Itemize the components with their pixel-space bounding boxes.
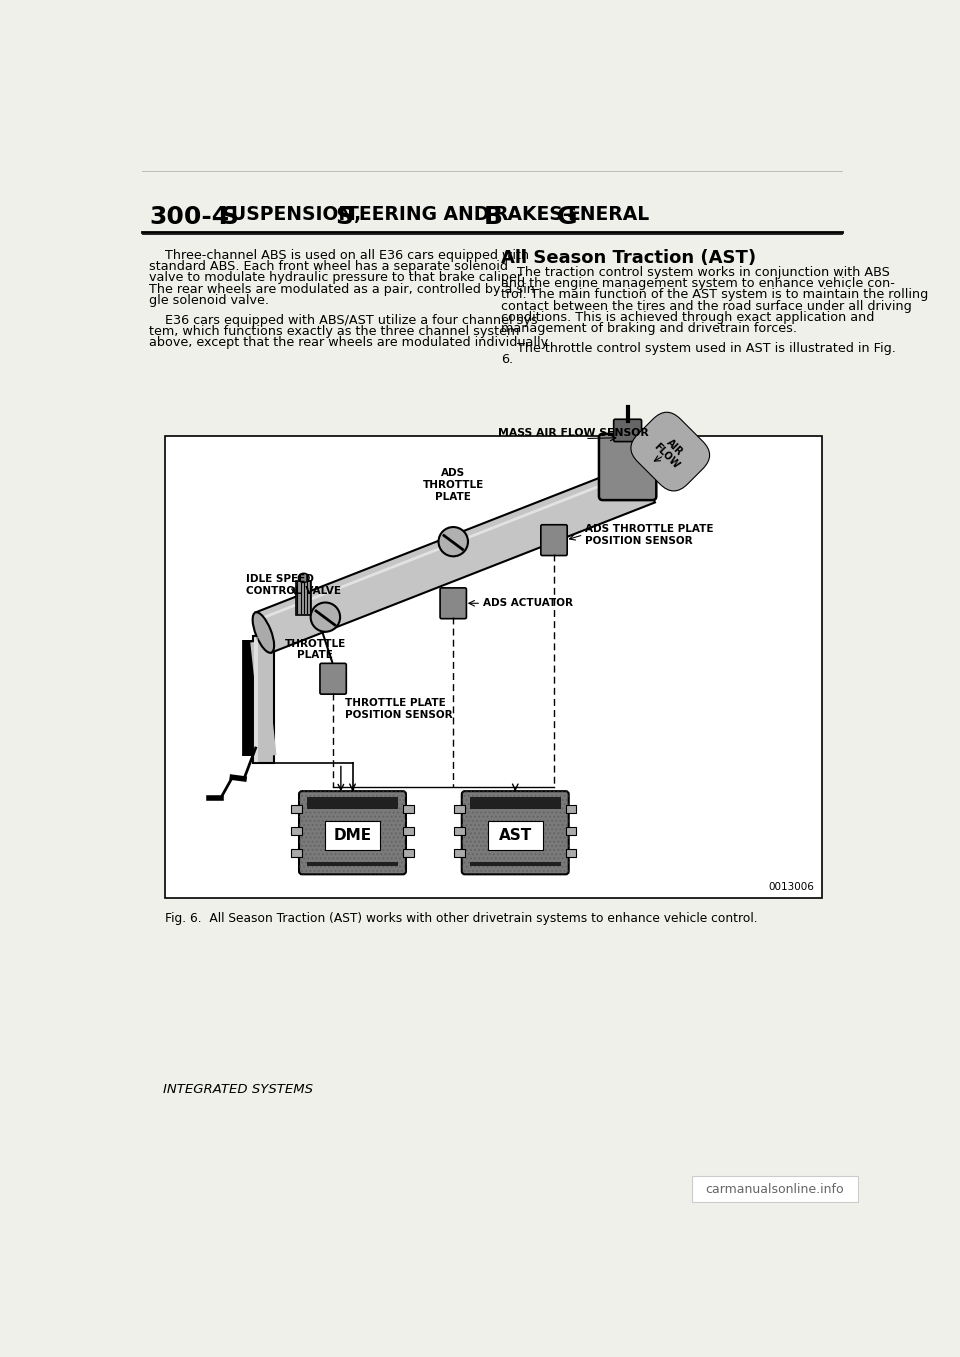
Text: valve to modulate hydraulic pressure to that brake caliper.: valve to modulate hydraulic pressure to …: [150, 271, 525, 285]
Bar: [469, 862, 561, 866]
Text: INTEGRATED SYSTEMS: INTEGRATED SYSTEMS: [162, 1083, 313, 1096]
Bar: [565, 849, 576, 858]
Bar: [454, 805, 465, 813]
Bar: [324, 821, 380, 851]
Bar: [469, 798, 561, 809]
Text: E36 cars equipped with ABS/AST utilize a four channel sys-: E36 cars equipped with ABS/AST utilize a…: [150, 313, 542, 327]
Text: The throttle control system used in AST is illustrated in Fig.: The throttle control system used in AST …: [501, 342, 897, 356]
Text: G: G: [557, 205, 578, 229]
Bar: [307, 798, 398, 809]
Text: and the engine management system to enhance vehicle con-: and the engine management system to enha…: [501, 277, 895, 290]
Text: 6.: 6.: [501, 353, 514, 366]
Bar: [488, 821, 543, 851]
Text: 0013006: 0013006: [769, 882, 814, 892]
Bar: [565, 805, 576, 813]
Text: RAKES–: RAKES–: [493, 205, 573, 224]
Text: ADS ACTUATOR: ADS ACTUATOR: [483, 598, 573, 608]
Bar: [403, 828, 414, 835]
Bar: [565, 828, 576, 835]
Bar: [252, 636, 275, 764]
Bar: [307, 862, 398, 866]
Text: TEERING AND: TEERING AND: [346, 205, 495, 224]
Text: S: S: [335, 205, 353, 229]
Text: management of braking and drivetrain forces.: management of braking and drivetrain for…: [501, 322, 798, 335]
Bar: [454, 828, 465, 835]
FancyBboxPatch shape: [299, 791, 406, 874]
Text: S: S: [221, 205, 239, 229]
Text: DME: DME: [333, 828, 372, 843]
FancyBboxPatch shape: [440, 588, 467, 619]
FancyBboxPatch shape: [462, 791, 568, 874]
FancyBboxPatch shape: [613, 419, 641, 441]
Bar: [454, 849, 465, 858]
Text: The traction control system works in conjunction with ABS: The traction control system works in con…: [501, 266, 890, 280]
Bar: [403, 805, 414, 813]
Text: AST: AST: [498, 828, 532, 843]
Text: 300-4: 300-4: [150, 205, 229, 229]
Text: carmanualsonline.info: carmanualsonline.info: [706, 1183, 844, 1196]
FancyBboxPatch shape: [599, 434, 657, 501]
Text: ADS THROTTLE PLATE
POSITION SENSOR: ADS THROTTLE PLATE POSITION SENSOR: [585, 524, 713, 546]
FancyBboxPatch shape: [320, 664, 347, 695]
Bar: [291, 805, 302, 813]
Text: ENERAL: ENERAL: [567, 205, 649, 224]
Text: B: B: [484, 205, 502, 229]
Text: IDLE SPEED
CONTROL VALVE: IDLE SPEED CONTROL VALVE: [247, 574, 342, 596]
Text: Three-channel ABS is used on all E36 cars equipped with: Three-channel ABS is used on all E36 car…: [150, 250, 530, 262]
Text: tem, which functions exactly as the three channel system: tem, which functions exactly as the thre…: [150, 326, 519, 338]
Ellipse shape: [439, 527, 468, 556]
Polygon shape: [255, 463, 655, 653]
Text: trol. The main function of the AST system is to maintain the rolling: trol. The main function of the AST syste…: [501, 288, 928, 301]
Text: Fig. 6.  All Season Traction (AST) works with other drivetrain systems to enhanc: Fig. 6. All Season Traction (AST) works …: [165, 912, 757, 925]
Text: The rear wheels are modulated as a pair, controlled by a sin-: The rear wheels are modulated as a pair,…: [150, 282, 540, 296]
Bar: [291, 849, 302, 858]
Text: gle solenoid valve.: gle solenoid valve.: [150, 293, 270, 307]
Text: THROTTLE
PLATE: THROTTLE PLATE: [285, 639, 346, 661]
Ellipse shape: [252, 612, 275, 653]
Text: MASS AIR FLOW SENSOR: MASS AIR FLOW SENSOR: [498, 427, 649, 438]
Text: THROTTLE PLATE
POSITION SENSOR: THROTTLE PLATE POSITION SENSOR: [345, 697, 452, 719]
Text: All Season Traction (AST): All Season Traction (AST): [501, 250, 756, 267]
Ellipse shape: [299, 573, 309, 582]
Text: ADS
THROTTLE
PLATE: ADS THROTTLE PLATE: [422, 468, 484, 502]
Bar: [296, 581, 311, 615]
Text: standard ABS. Each front wheel has a separate solenoid: standard ABS. Each front wheel has a sep…: [150, 261, 509, 273]
FancyBboxPatch shape: [540, 525, 567, 555]
Bar: [291, 828, 302, 835]
Text: AIR
FLOW: AIR FLOW: [652, 433, 689, 471]
Text: above, except that the rear wheels are modulated individually.: above, except that the rear wheels are m…: [150, 337, 551, 350]
Bar: [403, 849, 414, 858]
Bar: [165, 436, 822, 898]
Text: conditions. This is achieved through exact application and: conditions. This is achieved through exa…: [501, 311, 875, 324]
Ellipse shape: [311, 603, 340, 632]
FancyBboxPatch shape: [692, 1177, 858, 1202]
Text: USPENSION,: USPENSION,: [230, 205, 368, 224]
Text: contact between the tires and the road surface under all driving: contact between the tires and the road s…: [501, 300, 912, 312]
